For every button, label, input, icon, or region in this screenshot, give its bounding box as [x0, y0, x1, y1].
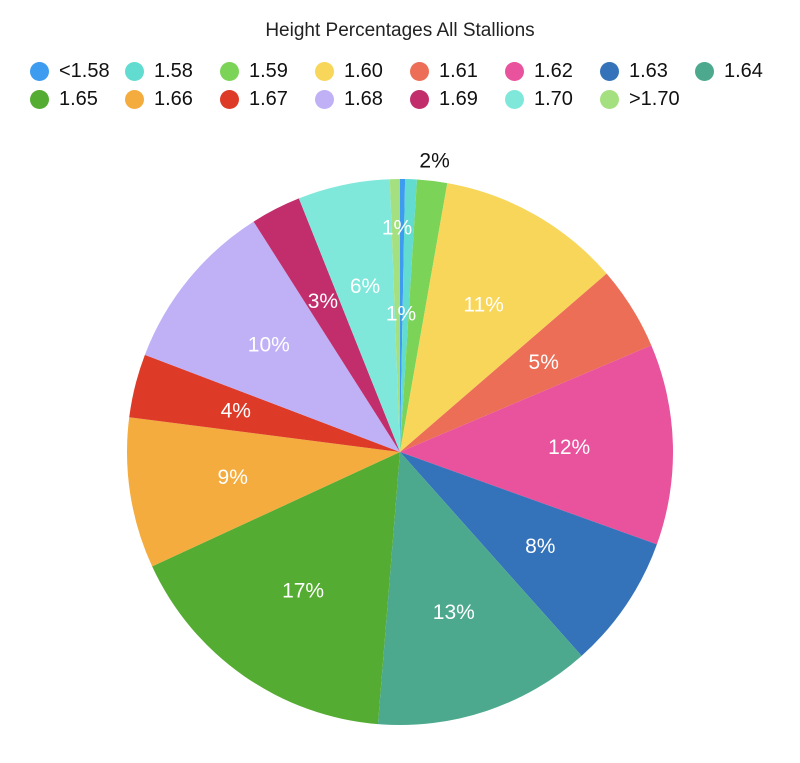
legend-swatch [505, 61, 524, 81]
slice-data-label: 12% [548, 436, 590, 459]
pie-slice[interactable] [400, 179, 406, 452]
pie-slice[interactable] [253, 198, 400, 452]
legend-swatch [315, 89, 334, 109]
legend-swatch [220, 89, 239, 109]
legend-label: 1.70 [534, 87, 573, 110]
legend-item[interactable]: 1.65 [30, 88, 123, 111]
legend-swatch [410, 61, 429, 81]
legend-label: 1.64 [724, 59, 763, 82]
legend-item[interactable]: <1.58 [30, 60, 123, 83]
legend-item[interactable]: 1.58 [125, 60, 218, 83]
legend-label: 1.61 [439, 59, 478, 82]
slice-data-label: 6% [350, 275, 380, 298]
slice-data-label: 11% [463, 293, 503, 316]
slice-data-label: 17% [282, 579, 324, 602]
slice-data-label: 1% [386, 303, 416, 326]
legend-label: 1.66 [154, 87, 193, 110]
legend-row: 1.65 1.66 1.67 1.68 1.69 1.70 >1.70 [30, 85, 790, 113]
pie-slice[interactable] [400, 345, 674, 545]
pie-slice[interactable] [400, 452, 657, 656]
pie-slice[interactable] [377, 452, 582, 726]
chart-title: Height Percentages All Stallions [265, 20, 535, 41]
legend-swatch [600, 61, 619, 81]
legend-swatch [220, 61, 239, 81]
legend-label: 1.59 [249, 59, 288, 82]
legend-row: <1.58 1.58 1.59 1.60 1.61 1.62 1.63 1.64 [30, 57, 790, 85]
slice-data-label: 10% [248, 334, 290, 357]
legend-swatch [505, 89, 524, 109]
slice-data-label: 2% [419, 150, 449, 173]
slice-data-label: 9% [218, 466, 248, 489]
pie-slice[interactable] [127, 417, 400, 567]
slice-data-label: 13% [433, 601, 475, 624]
legend-swatch [695, 61, 714, 81]
legend-label: 1.69 [439, 87, 478, 110]
legend-label: 1.58 [154, 59, 193, 82]
legend-item[interactable]: 1.70 [505, 88, 598, 111]
slice-data-label: 8% [525, 535, 555, 558]
slice-data-label: 1% [382, 217, 412, 240]
legend-label: <1.58 [59, 59, 110, 82]
pie-slice[interactable] [400, 273, 652, 452]
legend-item[interactable]: 1.59 [220, 60, 313, 83]
legend-label: 1.65 [59, 87, 98, 110]
legend-swatch [315, 61, 334, 81]
legend-item[interactable]: 1.69 [410, 88, 503, 111]
pie-slice[interactable] [129, 354, 400, 452]
pie-slice[interactable] [400, 179, 417, 453]
pie-slice[interactable] [389, 179, 400, 452]
slice-data-label: 5% [529, 351, 559, 374]
legend-label: 1.63 [629, 59, 668, 82]
legend-swatch [30, 61, 49, 81]
slice-data-label: 4% [221, 399, 251, 422]
legend-label: 1.62 [534, 59, 573, 82]
legend: <1.58 1.58 1.59 1.60 1.61 1.62 1.63 1.64 1.65 1.6… [30, 57, 790, 113]
legend-swatch [125, 89, 144, 109]
pie-slice[interactable] [400, 179, 448, 452]
legend-item[interactable]: 1.66 [125, 88, 218, 111]
legend-swatch [600, 89, 619, 109]
legend-label: 1.60 [344, 59, 383, 82]
legend-item[interactable]: 1.64 [695, 60, 788, 83]
legend-item[interactable]: 1.61 [410, 60, 503, 83]
pie-slice[interactable] [152, 452, 400, 725]
legend-item[interactable]: 1.68 [315, 88, 408, 111]
legend-item[interactable]: 1.63 [600, 60, 693, 83]
slice-data-label: 3% [308, 290, 338, 313]
legend-swatch [410, 89, 429, 109]
legend-item[interactable]: 1.60 [315, 60, 408, 83]
legend-item[interactable]: >1.70 [600, 88, 693, 111]
legend-label: 1.67 [249, 87, 288, 110]
legend-item[interactable]: 1.67 [220, 88, 313, 111]
pie-slice[interactable] [298, 179, 400, 452]
pie-slice[interactable] [144, 221, 400, 452]
pie-slice[interactable] [400, 183, 607, 452]
legend-swatch [30, 89, 49, 109]
legend-label: >1.70 [629, 87, 680, 110]
legend-item[interactable]: 1.62 [505, 60, 598, 83]
legend-swatch [125, 61, 144, 81]
legend-label: 1.68 [344, 87, 383, 110]
